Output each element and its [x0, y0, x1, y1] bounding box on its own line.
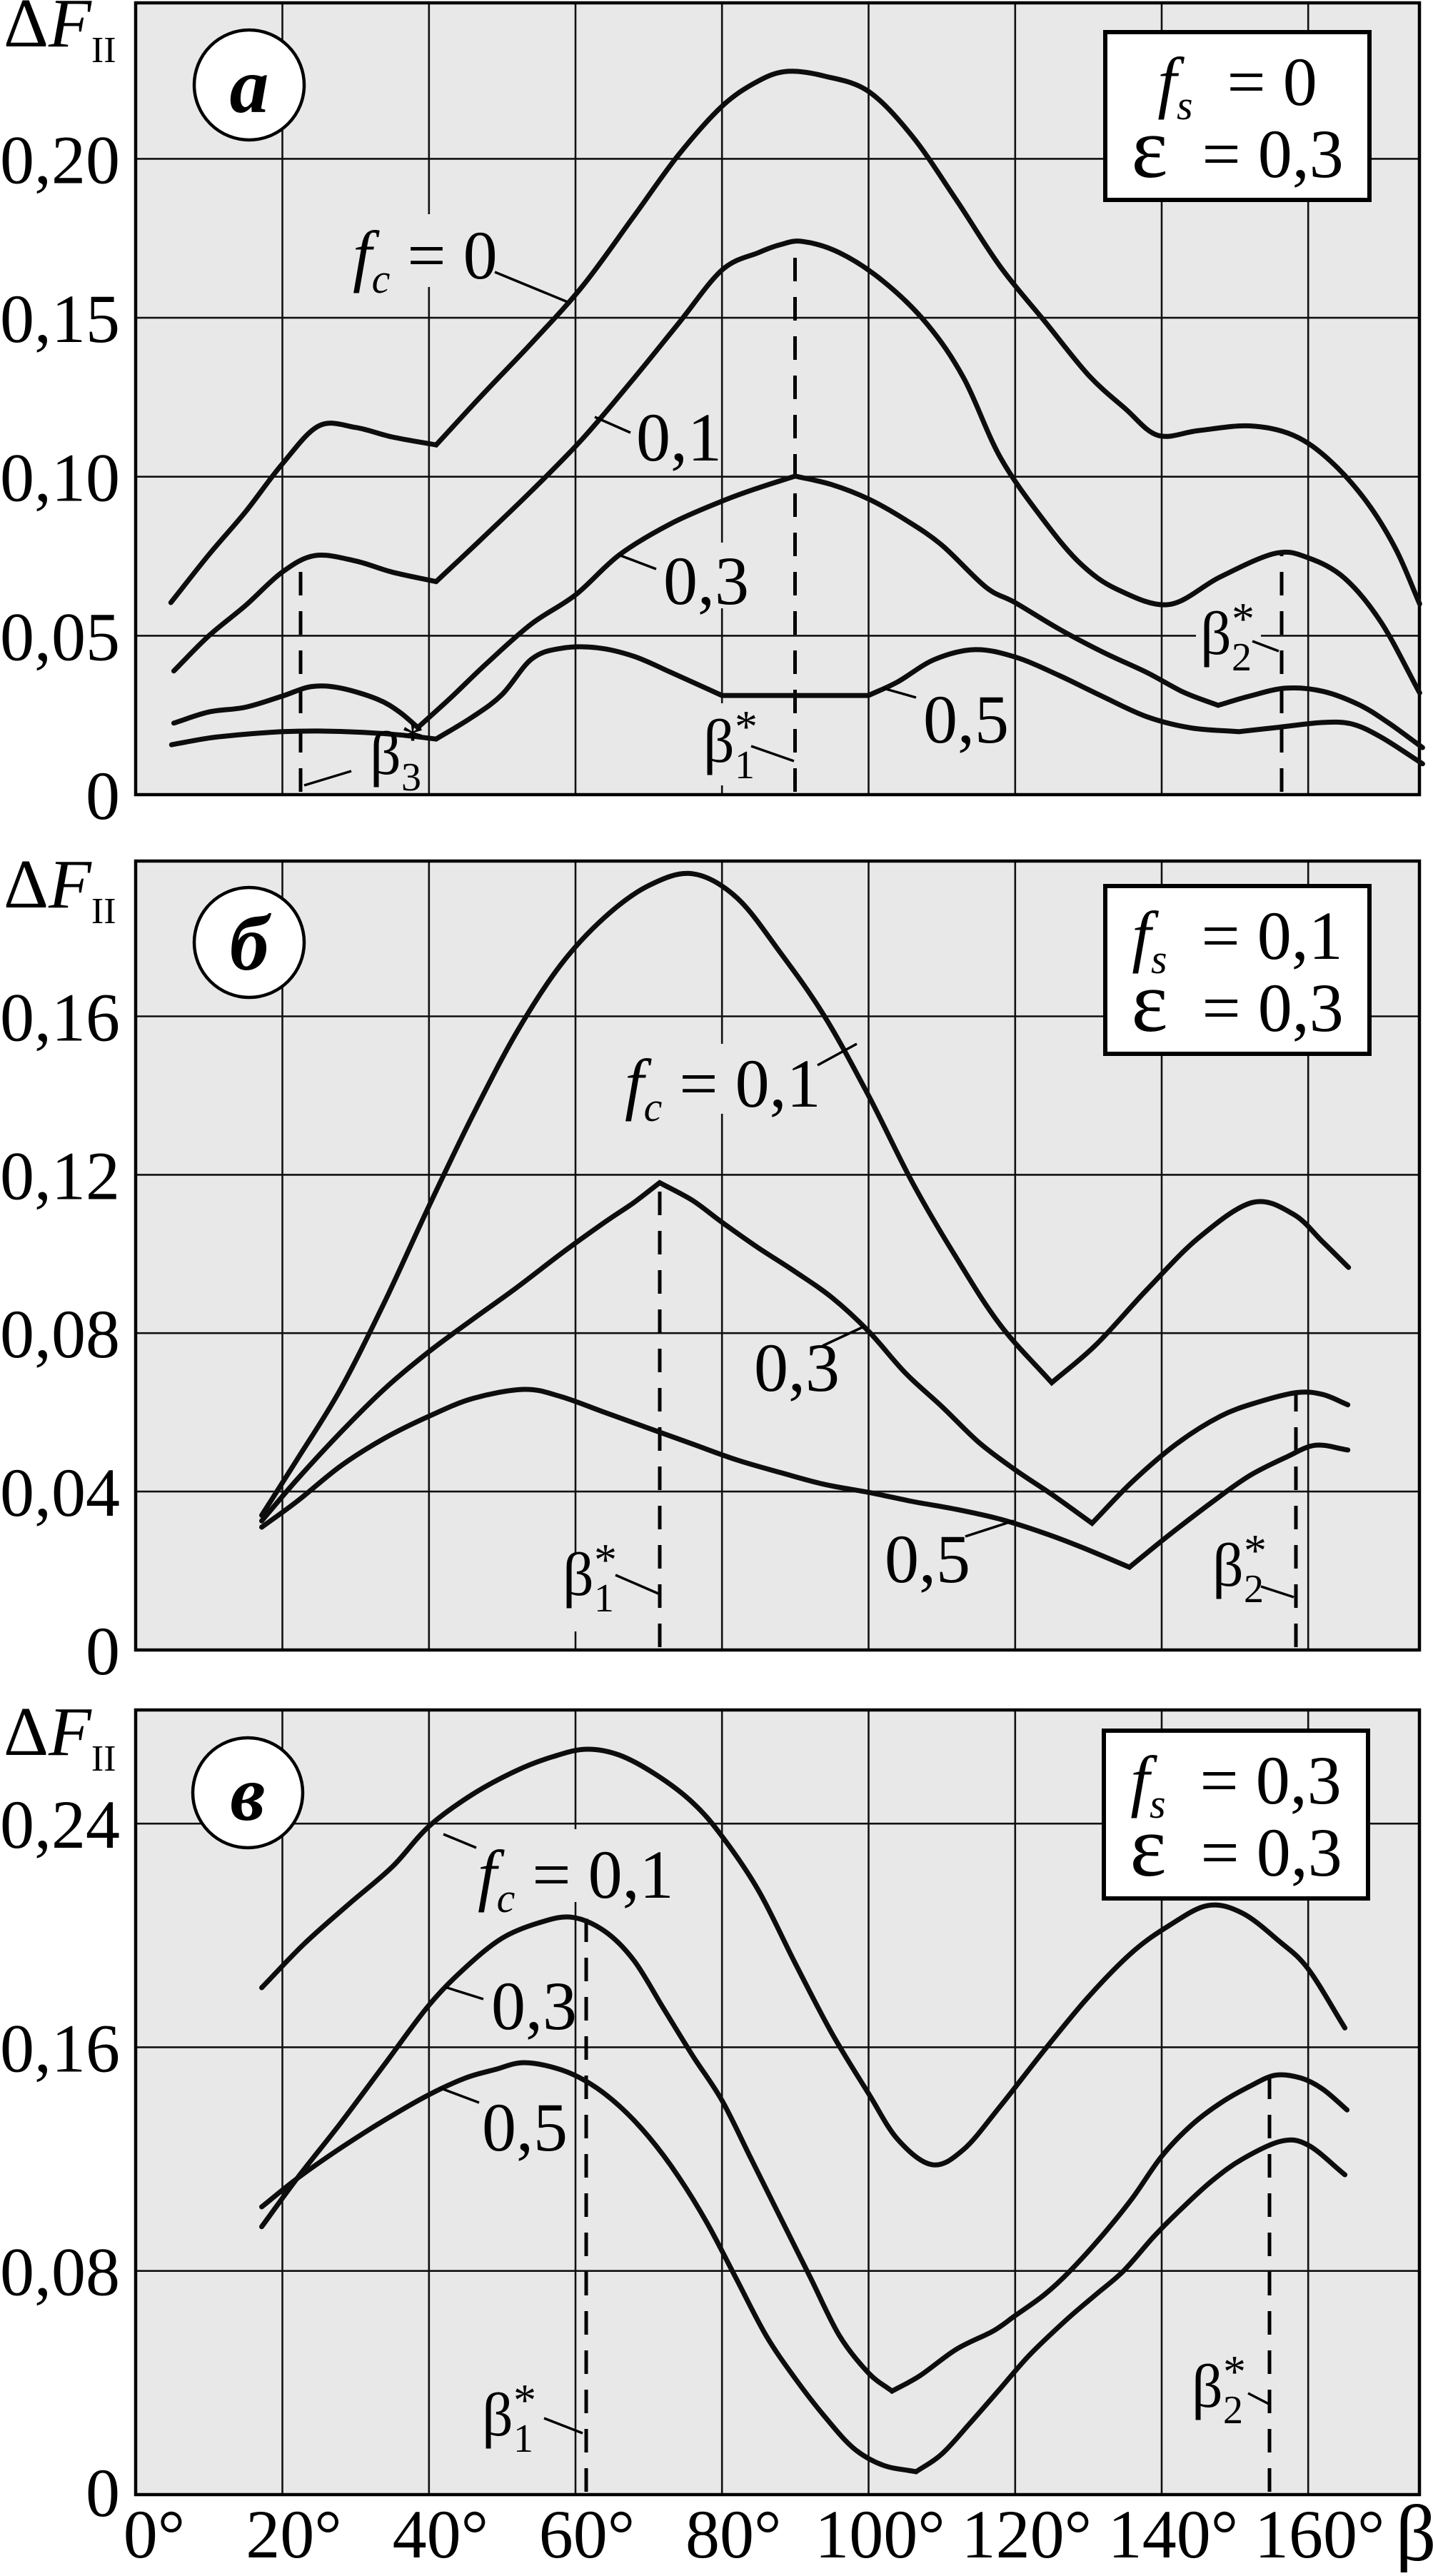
svg-text:fc = 0,1: fc = 0,1 — [478, 1836, 674, 1921]
svg-text:2: 2 — [1232, 635, 1252, 680]
svg-text:0,16: 0,16 — [0, 980, 120, 1056]
svg-text:20°: 20° — [246, 2496, 341, 2572]
svg-text:80°: 80° — [685, 2496, 781, 2572]
svg-text:2: 2 — [1244, 1567, 1264, 1611]
svg-text:fc = 0: fc = 0 — [353, 217, 498, 302]
svg-text:0,10: 0,10 — [0, 440, 120, 516]
svg-text:*: * — [1244, 1525, 1267, 1576]
svg-text:1: 1 — [735, 743, 755, 788]
svg-text:120°: 120° — [962, 2496, 1092, 2572]
svg-text:β: β — [1396, 2490, 1433, 2572]
svg-text:*: * — [1223, 2346, 1246, 2397]
svg-text:0,16: 0,16 — [0, 2010, 120, 2086]
svg-text:*: * — [1232, 593, 1254, 644]
svg-text:а: а — [230, 42, 269, 129]
svg-text:0: 0 — [86, 1613, 120, 1689]
svg-text:1: 1 — [513, 2417, 533, 2461]
svg-text:60°: 60° — [539, 2496, 635, 2572]
svg-text:β: β — [1200, 599, 1232, 668]
svg-text:0: 0 — [86, 758, 120, 834]
svg-text:0,04: 0,04 — [0, 1454, 120, 1531]
svg-text:β: β — [563, 1540, 594, 1609]
svg-text:0: 0 — [86, 2455, 120, 2531]
svg-text:fc = 0,1: fc = 0,1 — [625, 1045, 821, 1130]
svg-text:3: 3 — [401, 755, 421, 800]
svg-text:0,1: 0,1 — [636, 399, 722, 476]
svg-text:0,08: 0,08 — [0, 1296, 120, 1372]
svg-text:0,3: 0,3 — [491, 1968, 577, 2044]
svg-text:0,3: 0,3 — [663, 543, 749, 619]
svg-text:0,15: 0,15 — [0, 281, 120, 357]
svg-text:0,5: 0,5 — [885, 1521, 970, 1597]
svg-text:β: β — [370, 719, 401, 788]
svg-text:0,08: 0,08 — [0, 2234, 120, 2310]
svg-text:ε = 0,3: ε = 0,3 — [1130, 1798, 1342, 1895]
svg-text:*: * — [513, 2375, 536, 2425]
svg-text:fs = 0,3: fs = 0,3 — [1130, 1742, 1341, 1827]
svg-text:б: б — [230, 900, 272, 987]
svg-text:*: * — [735, 701, 758, 752]
svg-text:0,5: 0,5 — [923, 681, 1009, 758]
svg-text:*: * — [401, 713, 424, 764]
svg-text:β: β — [1192, 2352, 1223, 2420]
svg-text:*: * — [594, 1534, 617, 1585]
svg-text:2: 2 — [1223, 2388, 1243, 2432]
svg-text:в: в — [230, 1750, 265, 1837]
svg-text:0,24: 0,24 — [0, 1786, 120, 1863]
svg-text:40°: 40° — [393, 2496, 488, 2572]
svg-text:0,05: 0,05 — [0, 598, 120, 675]
svg-text:0,3: 0,3 — [754, 1329, 840, 1406]
svg-text:1: 1 — [594, 1576, 614, 1621]
svg-text:0,12: 0,12 — [0, 1137, 120, 1214]
svg-text:β: β — [703, 707, 735, 775]
svg-text:140°: 140° — [1108, 2496, 1238, 2572]
svg-text:0,20: 0,20 — [0, 121, 120, 198]
svg-text:fs = 0: fs = 0 — [1157, 44, 1317, 129]
svg-text:160°: 160° — [1254, 2496, 1384, 2572]
svg-text:0°: 0° — [124, 2496, 185, 2572]
svg-text:100°: 100° — [815, 2496, 945, 2572]
svg-text:0,5: 0,5 — [482, 2089, 568, 2165]
svg-text:ε = 0,3: ε = 0,3 — [1131, 100, 1343, 196]
svg-text:ε = 0,3: ε = 0,3 — [1131, 954, 1343, 1050]
svg-text:β: β — [1212, 1531, 1244, 1599]
svg-text:β: β — [482, 2380, 513, 2449]
